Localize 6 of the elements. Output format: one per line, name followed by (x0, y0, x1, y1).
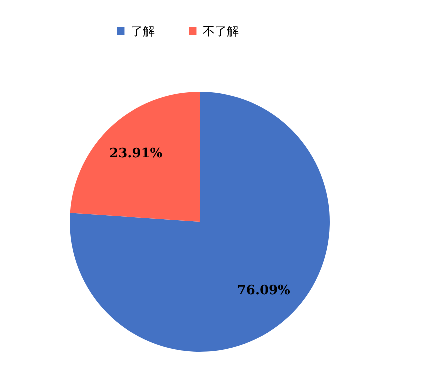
data-label: 23.91% (110, 146, 164, 162)
legend-label: 了解 (131, 24, 155, 38)
data-label: 76.09% (237, 283, 292, 298)
pie-slice (70, 92, 200, 222)
pie-slice (70, 92, 330, 352)
legend-label: 不了解 (203, 24, 239, 38)
